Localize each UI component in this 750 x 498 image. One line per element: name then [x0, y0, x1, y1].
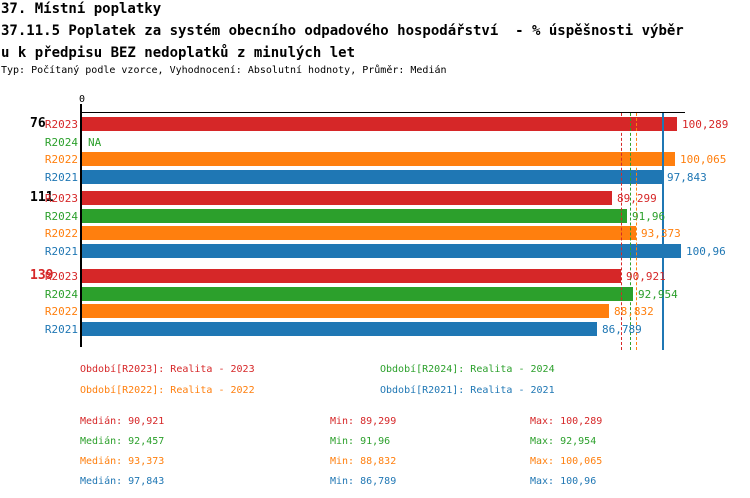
x-axis-origin-tick-label: 0 [78, 94, 86, 105]
legend-item: Období[R2024]: Realita - 2024 [380, 364, 555, 375]
bar [82, 304, 609, 318]
legend-item: Období[R2021]: Realita - 2021 [380, 385, 555, 396]
bar [82, 226, 636, 240]
row-series-label: R2024 [44, 287, 78, 301]
stat-max: Max: 100,96 [530, 476, 597, 487]
bar-value-label: 86,789 [602, 322, 642, 336]
stat-max: Max: 92,954 [530, 436, 597, 447]
bar [82, 169, 662, 184]
bar [82, 286, 633, 301]
stat-min: Min: 86,789 [330, 476, 397, 487]
bar [82, 152, 675, 166]
group-label: 111 [30, 190, 54, 205]
chart-title-line1: 37.11.5 Poplatek za systém obecního odpa… [1, 23, 684, 39]
bar [82, 191, 612, 205]
bar-value-label: 97,843 [667, 170, 707, 184]
row-series-label: R2023 [44, 270, 78, 283]
stat-median: Medián: 93,373 [80, 456, 165, 467]
stat-median: Medián: 92,457 [80, 436, 165, 447]
median-line [636, 113, 637, 350]
bar-value-label: 88,832 [614, 305, 654, 318]
row-series-label: R2023 [44, 118, 78, 131]
stat-median: Medián: 97,843 [80, 476, 165, 487]
bar [82, 117, 677, 131]
report-section-title: 37. Místní poplatky [1, 1, 162, 17]
median-line [630, 113, 631, 350]
bar-value-label: 92,954 [638, 287, 678, 301]
bar-value-label: 91,96 [632, 209, 666, 223]
row-series-label: R2022 [44, 305, 78, 318]
bar-value-label: 100,289 [682, 118, 729, 131]
stat-min: Min: 91,96 [330, 436, 391, 447]
chart-meta-line: Typ: Počítaný podle vzorce, Vyhodnocení:… [1, 65, 447, 76]
stat-max: Max: 100,065 [530, 456, 603, 467]
row-series-label: R2022 [44, 227, 78, 240]
bar-value-label: 90,921 [626, 270, 666, 283]
chart-title-line2: u k předpisu BEZ nedoplatků z minulých l… [1, 45, 356, 61]
bar-value-label: 100,065 [680, 153, 727, 166]
legend-item: Období[R2022]: Realita - 2022 [80, 385, 255, 396]
bar [82, 208, 627, 223]
bar [82, 269, 621, 283]
y-axis-line [80, 104, 82, 347]
x-axis-top-line [82, 112, 685, 113]
group-label: 76 [30, 116, 46, 131]
row-series-label: R2024 [44, 209, 78, 223]
median-line [662, 113, 664, 350]
bar [82, 321, 597, 336]
bar-value-label: 93,373 [641, 227, 681, 240]
row-series-label: R2024 [44, 135, 78, 149]
legend-item: Období[R2023]: Realita - 2023 [80, 364, 255, 375]
bar-missing-value-label: NA [88, 135, 102, 149]
row-series-label: R2021 [44, 322, 78, 336]
stat-median: Medián: 90,921 [80, 416, 165, 427]
bar-value-label: 89,299 [617, 192, 657, 205]
row-series-label: R2021 [44, 170, 78, 184]
group-label: 139 [30, 268, 54, 283]
median-line [621, 113, 622, 350]
stat-max: Max: 100,289 [530, 416, 603, 427]
bar [82, 243, 681, 258]
row-series-label: R2021 [44, 244, 78, 258]
bar-value-label: 100,96 [686, 244, 726, 258]
stat-min: Min: 88,832 [330, 456, 397, 467]
stat-min: Min: 89,299 [330, 416, 397, 427]
row-series-label: R2023 [44, 192, 78, 205]
row-series-label: R2022 [44, 153, 78, 166]
